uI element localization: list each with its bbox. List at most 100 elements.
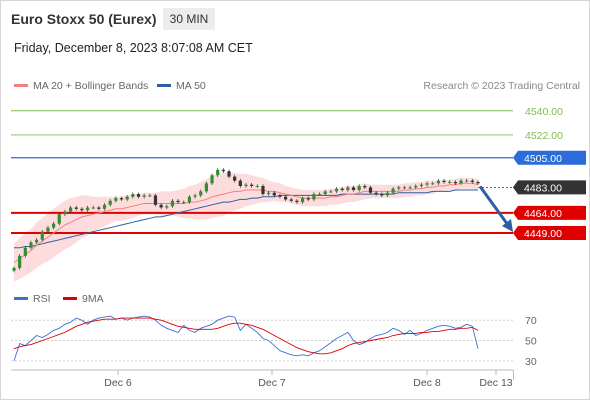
candle-body: [193, 195, 197, 197]
level-label-target: 4522.00: [525, 130, 563, 142]
candle-body: [91, 207, 95, 209]
candle-body: [74, 207, 78, 209]
candle-body: [131, 194, 135, 197]
candle-body: [476, 181, 480, 184]
rsi-line: [13, 315, 479, 362]
candle-body: [165, 206, 169, 208]
level-label-support: 4449.00: [524, 228, 562, 240]
candle-body: [148, 195, 152, 197]
rsi-9ma-line: [13, 317, 479, 355]
candle-body: [136, 194, 141, 197]
legend-rsi-swatch: [14, 296, 28, 300]
candle-body: [408, 187, 412, 189]
candle-body: [102, 204, 107, 209]
candle-body: [453, 181, 457, 184]
rsi-tick-label: 30: [525, 356, 537, 368]
legend-rsi-label: RSI: [33, 293, 51, 305]
candle-body: [97, 207, 101, 209]
candle-body: [380, 194, 384, 196]
candle-body: [153, 195, 158, 205]
candle-body: [23, 247, 27, 256]
legend-9ma-label: 9MA: [82, 293, 104, 305]
candle-body: [35, 239, 39, 243]
candle-body: [391, 188, 395, 193]
candle-body: [295, 200, 299, 203]
x-tick-label: Dec 13: [479, 377, 512, 389]
candle-body: [233, 176, 237, 181]
candle-body: [63, 211, 67, 215]
legend-9ma: 9MA: [63, 293, 104, 305]
candle-body: [12, 267, 16, 271]
chart-datetime: Friday, December 8, 2023 8:07:08 AM CET: [14, 41, 253, 55]
candle-body: [52, 223, 56, 228]
candle-body: [18, 255, 22, 268]
candle-body: [300, 198, 305, 203]
candle-body: [334, 188, 339, 192]
candle-body: [323, 191, 327, 195]
candle-body: [40, 231, 44, 240]
candle-body: [182, 202, 186, 204]
candle-body: [436, 180, 440, 184]
level-label-last: 4483.00: [524, 182, 562, 194]
candle-body: [57, 214, 61, 224]
candle-body: [210, 175, 214, 184]
candle-body: [470, 180, 474, 182]
candle-body: [385, 192, 390, 196]
level-tag-support: [513, 205, 586, 220]
legend-ma50-label: MA 50: [176, 80, 206, 92]
timeframe-badge[interactable]: 30 MIN: [163, 8, 215, 30]
bollinger-band: [14, 172, 478, 282]
candle-body: [431, 183, 435, 185]
candle-body: [221, 169, 225, 172]
rsi-tick-label: 70: [525, 315, 537, 327]
x-tick-label: Dec 7: [258, 377, 286, 389]
candle-body: [340, 188, 344, 191]
candle-body: [261, 186, 265, 195]
level-label-target: 4540.00: [525, 106, 563, 118]
forecast-arrow-shaft: [478, 185, 510, 226]
candle-body: [80, 208, 84, 211]
candle-body: [170, 200, 175, 207]
candle-body: [204, 183, 208, 192]
legend-9ma-swatch: [63, 296, 77, 300]
level-tag-last: [513, 180, 586, 195]
credit-text: Research © 2023 Trading Central: [423, 80, 580, 92]
candle-body: [187, 196, 192, 203]
candle-body: [465, 180, 469, 182]
candle-body: [272, 192, 276, 196]
legend-ma50: MA 50: [157, 80, 206, 92]
candle-body: [108, 200, 112, 205]
x-tick-label: Dec 6: [104, 377, 132, 389]
level-label-resistance: 4505.00: [524, 153, 562, 165]
candle-body: [142, 195, 146, 197]
candle-body: [114, 198, 118, 201]
level-tag-resistance: [513, 150, 586, 165]
candle-body: [125, 196, 129, 200]
candle-body: [68, 207, 73, 212]
candle-body: [414, 186, 418, 188]
candle-body: [255, 186, 259, 187]
legend-ma20-swatch: [14, 83, 28, 87]
ma20-line: [13, 182, 479, 264]
candle-body: [289, 199, 293, 201]
candle-body: [199, 191, 203, 196]
candle-body: [244, 184, 248, 186]
legend-rsi: RSI: [14, 293, 51, 305]
candle-body: [329, 191, 333, 193]
level-label-support: 4464.00: [524, 208, 562, 220]
level-tag-support: [513, 226, 586, 241]
candle-body: [119, 198, 124, 200]
forecast-arrow-head: [502, 218, 513, 232]
candle-body: [227, 171, 231, 177]
candle-body: [419, 184, 424, 186]
candle-body: [267, 192, 271, 195]
rsi-tick-label: 50: [525, 336, 537, 348]
candle-body: [397, 187, 401, 189]
candle-body: [159, 204, 163, 208]
candle-body: [306, 198, 310, 200]
candle-body: [442, 180, 446, 182]
candle-body: [368, 187, 373, 193]
candle-body: [46, 227, 50, 232]
x-tick-label: Dec 8: [413, 377, 441, 389]
